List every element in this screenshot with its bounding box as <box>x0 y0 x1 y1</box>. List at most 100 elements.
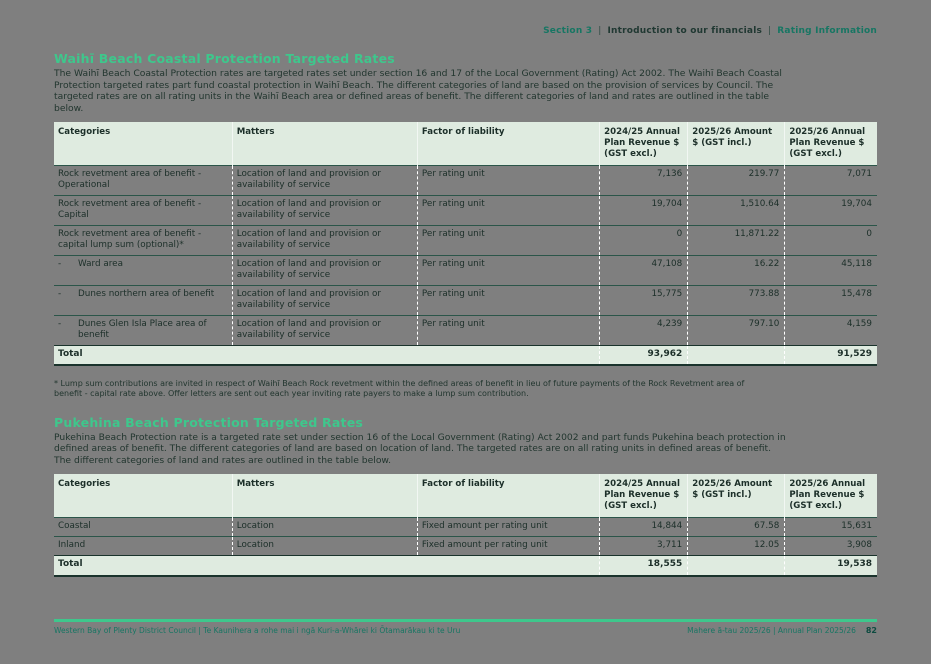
breadcrumb-section: Section 3 <box>543 26 593 36</box>
table-row: - Ward area Location of land and provisi… <box>54 254 877 286</box>
cell-category: - Dunes Glen Isla Place area of benefit <box>54 314 233 346</box>
cell-matters: Location of land and provision or availa… <box>231 314 418 346</box>
pukehina-section-title: Pukehina Beach Protection Targeted Rates <box>54 414 364 430</box>
pukehina-intro-paragraph: Pukehina Beach Protection rate is a targ… <box>54 431 786 466</box>
breadcrumb-subtopic: Rating Information <box>777 26 877 36</box>
header-amount-2526: 2025/26 Amount $ (GST incl.) <box>687 122 785 166</box>
header-matters: Matters <box>231 122 418 166</box>
total-amount-2526 <box>687 555 785 577</box>
cell-rev-2425: 4,239 <box>599 314 688 346</box>
cell-matters: Location <box>231 517 418 537</box>
table-total-row: Total 18,555 19,538 <box>54 555 877 577</box>
cell-category: - Ward area <box>54 254 233 286</box>
cell-amount-2526: 773.88 <box>687 284 785 316</box>
total-label-cell: Total <box>54 344 600 367</box>
total-rev-2425: 93,962 <box>599 344 688 367</box>
cell-rev-2526: 7,071 <box>784 165 877 196</box>
cell-factor: Per rating unit <box>416 314 600 346</box>
cell-amount-2526: 797.10 <box>687 314 785 346</box>
table-header-row: Categories Matters Factor of liability 2… <box>54 474 877 518</box>
total-rev-2526: 19,538 <box>784 555 877 577</box>
category-label: Dunes Glen Isla Place area of benefit <box>78 318 207 340</box>
cell-factor: Per rating unit <box>416 224 600 256</box>
table-row: Rock revetment area of benefit - Capital… <box>54 194 877 226</box>
header-amount-2526: 2025/26 Amount $ (GST incl.) <box>687 474 785 518</box>
table-row: Rock revetment area of benefit - capital… <box>54 224 877 256</box>
cell-factor: Fixed amount per rating unit <box>416 536 600 556</box>
breadcrumb-divider: | <box>768 26 772 36</box>
cell-category: Rock revetment area of benefit - Operati… <box>54 165 233 196</box>
header-rev-2526: 2025/26 Annual Plan Revenue $ (GST excl.… <box>784 122 877 166</box>
cell-category: - Dunes northern area of benefit <box>54 284 233 316</box>
cell-matters: Location of land and provision or availa… <box>231 194 418 226</box>
bullet-dash: - <box>58 258 62 269</box>
cell-factor: Fixed amount per rating unit <box>416 517 600 537</box>
cell-rev-2526: 3,908 <box>784 536 877 556</box>
waihi-intro-paragraph: The Waihī Beach Coastal Protection rates… <box>54 68 782 114</box>
category-label: Dunes northern area of benefit <box>78 288 215 299</box>
cell-amount-2526: 16.22 <box>687 254 785 286</box>
total-amount-2526 <box>687 344 785 367</box>
page-number: 82 <box>865 626 877 635</box>
cell-rev-2425: 47,108 <box>599 254 688 286</box>
total-rev-2425: 18,555 <box>599 555 688 577</box>
header-rev-2526: 2025/26 Annual Plan Revenue $ (GST excl.… <box>784 474 877 518</box>
cell-matters: Location of land and provision or availa… <box>231 254 418 286</box>
header-factor-of-liability: Factor of liability <box>416 122 600 166</box>
cell-category: Coastal <box>54 517 233 537</box>
cell-amount-2526: 12.05 <box>687 536 785 556</box>
cell-rev-2526: 45,118 <box>784 254 877 286</box>
breadcrumb-divider: | <box>598 26 602 36</box>
header-categories: Categories <box>54 122 233 166</box>
page-footer: Western Bay of Plenty District Council |… <box>54 619 877 635</box>
cell-matters: Location of land and provision or availa… <box>231 165 418 196</box>
cell-category: Inland <box>54 536 233 556</box>
lump-sum-footnote: * Lump sum contributions are invited in … <box>54 379 745 399</box>
waihi-rates-table: Categories Matters Factor of liability 2… <box>54 122 877 367</box>
cell-rev-2526: 19,704 <box>784 194 877 226</box>
table-row: Coastal Location Fixed amount per rating… <box>54 517 877 537</box>
header-rev-2425: 2024/25 Annual Plan Revenue $ (GST excl.… <box>599 474 688 518</box>
cell-amount-2526: 67.58 <box>687 517 785 537</box>
total-rev-2526: 91,529 <box>784 344 877 367</box>
cell-matters: Location of land and provision or availa… <box>231 224 418 256</box>
cell-rev-2526: 0 <box>784 224 877 256</box>
cell-rev-2425: 19,704 <box>599 194 688 226</box>
breadcrumb-topic: Introduction to our financials <box>607 26 763 36</box>
table-row: - Dunes northern area of benefit Locatio… <box>54 284 877 316</box>
cell-matters: Location of land and provision or availa… <box>231 284 418 316</box>
cell-rev-2425: 15,775 <box>599 284 688 316</box>
cell-category: Rock revetment area of benefit - capital… <box>54 224 233 256</box>
header-rev-2425: 2024/25 Annual Plan Revenue $ (GST excl.… <box>599 122 688 166</box>
category-label: Ward area <box>78 258 123 269</box>
table-total-row: Total 93,962 91,529 <box>54 344 877 367</box>
cell-factor: Per rating unit <box>416 194 600 226</box>
cell-factor: Per rating unit <box>416 254 600 286</box>
cell-rev-2425: 14,844 <box>599 517 688 537</box>
header-categories: Categories <box>54 474 233 518</box>
cell-factor: Per rating unit <box>416 284 600 316</box>
bullet-dash: - <box>58 318 62 329</box>
table-row: Inland Location Fixed amount per rating … <box>54 536 877 556</box>
cell-rev-2425: 7,136 <box>599 165 688 196</box>
cell-category: Rock revetment area of benefit - Capital <box>54 194 233 226</box>
bullet-dash: - <box>58 288 62 299</box>
table-row: Rock revetment area of benefit - Operati… <box>54 165 877 196</box>
header-factor-of-liability: Factor of liability <box>416 474 600 518</box>
cell-amount-2526: 11,871.22 <box>687 224 785 256</box>
waihi-section-title: Waihī Beach Coastal Protection Targeted … <box>54 51 395 66</box>
table-header-row: Categories Matters Factor of liability 2… <box>54 122 877 166</box>
footer-plan-title: Mahere ā-tau 2025/26 | Annual Plan 2025/… <box>687 626 856 635</box>
breadcrumb: Section 3 | Introduction to our financials… <box>54 0 877 36</box>
cell-amount-2526: 1,510.64 <box>687 194 785 226</box>
cell-rev-2526: 15,478 <box>784 284 877 316</box>
header-matters: Matters <box>231 474 418 518</box>
cell-rev-2425: 3,711 <box>599 536 688 556</box>
cell-matters: Location <box>231 536 418 556</box>
cell-rev-2425: 0 <box>599 224 688 256</box>
total-label-cell: Total <box>54 555 600 577</box>
cell-rev-2526: 15,631 <box>784 517 877 537</box>
cell-rev-2526: 4,159 <box>784 314 877 346</box>
cell-amount-2526: 219.77 <box>687 165 785 196</box>
